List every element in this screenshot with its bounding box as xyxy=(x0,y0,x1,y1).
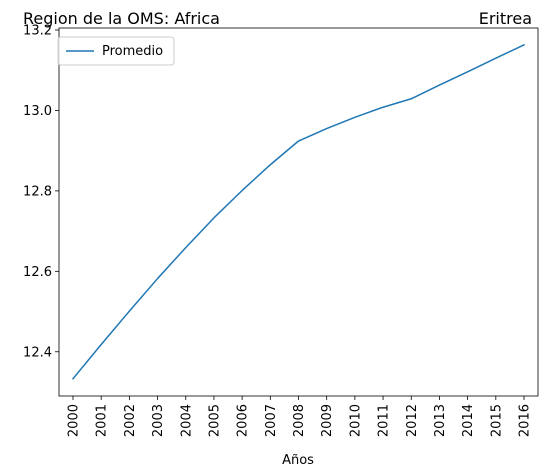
series-line xyxy=(71,43,525,380)
y-axis: 12.4 12.6 12.8 13.0 13.2 xyxy=(23,24,59,360)
series-layer xyxy=(71,43,525,380)
y-tick-label: 12.8 xyxy=(23,184,52,199)
y-tick-label: 13.0 xyxy=(23,104,52,119)
legend-box xyxy=(57,36,175,66)
x-tick-label: 2003 xyxy=(151,404,166,437)
x-tick-label: 2006 xyxy=(236,404,251,437)
x-tick-label: 2007 xyxy=(264,404,279,437)
x-tick-label: 2010 xyxy=(348,404,363,437)
x-tick-label: 2012 xyxy=(405,404,420,437)
y-tick-label: 12.6 xyxy=(23,265,52,280)
x-tick-label: 2005 xyxy=(207,404,222,437)
y-tick-label: 12.4 xyxy=(23,345,52,360)
chart-title-right: Eritrea xyxy=(479,9,532,28)
y-tick-label: 13.2 xyxy=(23,24,52,39)
chart-title-left: Region de la OMS: Africa xyxy=(23,9,220,28)
x-tick-label: 2001 xyxy=(95,404,110,437)
x-tick-label: 2014 xyxy=(461,404,476,437)
x-tick-label: 2009 xyxy=(320,404,335,437)
x-axis-label: Años xyxy=(282,453,314,468)
x-tick-label: 2013 xyxy=(433,404,448,437)
plot-area xyxy=(58,27,539,397)
legend-label: Promedio xyxy=(102,44,163,59)
x-tick-label: 2002 xyxy=(123,404,138,437)
x-tick-label: 2000 xyxy=(67,404,82,437)
x-tick-label: 2015 xyxy=(489,404,504,437)
x-axis: 2000 2001 2002 2003 2004 2005 2006 2007 2008 2009… xyxy=(67,396,533,437)
x-tick-label: 2008 xyxy=(292,404,307,437)
x-tick-label: 2004 xyxy=(179,404,194,437)
x-tick-label: 2011 xyxy=(377,404,392,437)
legend: Promedio xyxy=(57,36,175,66)
x-tick-label: 2016 xyxy=(518,404,533,437)
